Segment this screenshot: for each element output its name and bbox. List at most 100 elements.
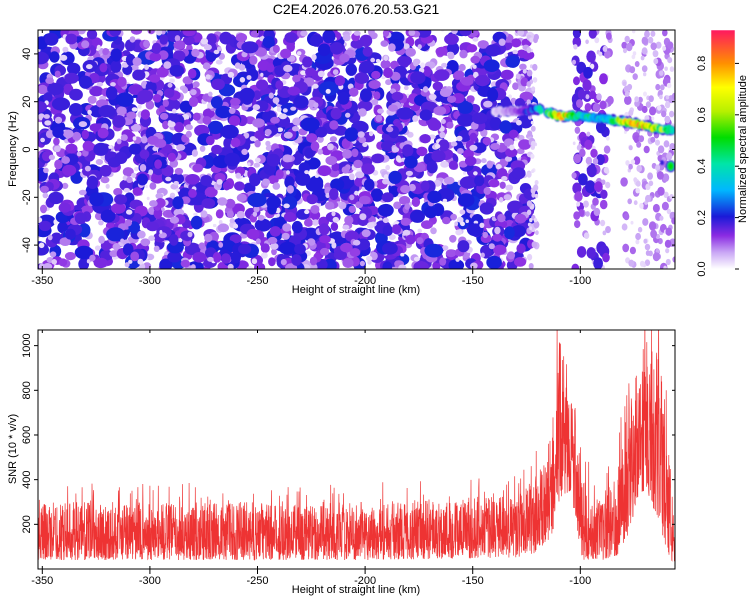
spectrogram-noise-cell (416, 237, 424, 245)
spectrogram-noise-cell (198, 242, 206, 250)
spectrogram-noise-cell (48, 191, 64, 205)
spectrogram-x-axis-title: Height of straight line (km) (292, 284, 420, 296)
spectrogram-noise-cell (667, 57, 673, 64)
spectrogram-noise-cell (622, 81, 627, 86)
spectrogram-noise-cell (514, 213, 527, 224)
x-tick-label: -100 (569, 575, 591, 587)
spectrogram-noise-cell (503, 194, 512, 201)
spectrogram-noise-cell (105, 183, 110, 189)
spectrogram-noise-cell (162, 99, 169, 107)
spectrogram-noise-cell (434, 69, 450, 81)
spectrogram-noise-cell (132, 187, 143, 196)
y-tick-label: 800 (21, 381, 33, 399)
spectrogram-noise-cell (504, 53, 508, 57)
spectrogram-noise-cell (522, 69, 527, 74)
x-tick-label: -200 (354, 275, 376, 287)
spectrogram-noise-cell (460, 76, 474, 86)
spectrogram-noise-cell (422, 86, 429, 93)
spectrogram-noise-cell (499, 120, 512, 134)
spectrogram-noise-cell (466, 223, 484, 237)
spectrogram-noise-cell (586, 164, 597, 178)
spectrogram-noise-cell (241, 148, 248, 155)
colorbar-tick-label: 0.0 (696, 261, 708, 276)
spectrogram-noise-cell (427, 119, 442, 131)
spectrogram-noise-cell (44, 120, 52, 126)
spectrogram-noise-cell (464, 156, 477, 166)
spectrogram-noise-cell (276, 115, 291, 128)
spectrogram-noise-cell (54, 145, 61, 153)
spectrogram-noise-cell (585, 180, 596, 194)
spectrogram-noise-cell (631, 54, 636, 60)
spectrogram-noise-cell (435, 46, 448, 57)
spectrogram-noise-cell (145, 184, 148, 189)
spectrogram-noise-cell (99, 62, 108, 73)
spectrogram-noise-cell (529, 226, 533, 231)
spectrogram-noise-cell (505, 184, 514, 191)
spectrogram-noise-cell (657, 105, 662, 111)
spectrogram-noise-cell (457, 193, 475, 208)
spectrogram-noise-cell (265, 140, 271, 147)
spectrogram-noise-cell (38, 101, 47, 113)
spectrogram-noise-cell (465, 219, 470, 223)
spectrogram-noise-cell (87, 95, 97, 104)
spectrogram-noise-cell (583, 66, 593, 79)
spectrogram-noise-cell (622, 243, 630, 253)
spectrogram-noise-cell (262, 36, 275, 49)
spectrogram-noise-cell (355, 171, 365, 179)
spectrogram-noise-cell (526, 47, 532, 54)
spectrogram-noise-cell (205, 135, 215, 146)
spectrogram-noise-cell (318, 81, 339, 96)
spectrogram-noise-cell (89, 86, 104, 97)
spectrogram-noise-cell (411, 197, 421, 207)
spectrogram-noise-cell (50, 232, 63, 244)
spectrogram-noise-cell (187, 231, 193, 238)
spectrogram-noise-cell (207, 256, 214, 262)
spectrogram-noise-cell (254, 157, 261, 163)
spectrogram-noise-cell (400, 185, 411, 194)
spectrogram-signal-track (490, 103, 675, 173)
spectrogram-noise-cell (576, 201, 581, 207)
spectrogram-noise-cell (131, 107, 138, 112)
spectrogram-noise-cell (122, 243, 134, 256)
spectrogram-noise-cell (249, 55, 258, 65)
spectrogram-noise-cell (574, 126, 581, 134)
spectrogram-noise-cell (275, 169, 284, 180)
spectrogram-noise-cell (621, 223, 628, 231)
spectrogram-noise-cell (218, 220, 223, 225)
spectrogram-noise-cell (583, 200, 589, 208)
spectrogram-noise-cell (593, 257, 603, 269)
colorbar-frame (710, 29, 736, 270)
spectrogram-noise-cell (300, 117, 320, 132)
spectrogram-noise-cell (589, 90, 597, 100)
spectrogram-noise-cell (635, 187, 640, 194)
spectrogram-noise-cell (317, 148, 323, 155)
spectrogram-noise-cell (632, 30, 636, 34)
spectrogram-noise-cell (382, 242, 398, 255)
spectrogram-noise-cell (649, 106, 657, 116)
spectrogram-noise-cell (635, 180, 641, 187)
spectrogram-noise-cell (344, 127, 359, 142)
spectrogram-noise-cell (359, 213, 367, 221)
spectrogram-noise-cell (329, 120, 339, 130)
spectrogram-noise-cell (304, 147, 314, 159)
spectrogram-noise-cell (533, 184, 539, 191)
spectrogram-noise-cell (152, 94, 162, 103)
spectrogram-noise-cell (530, 153, 535, 159)
spectrogram-noise-cell (381, 75, 386, 80)
spectrogram-noise-cell (332, 216, 339, 223)
spectrogram-noise-cell (517, 134, 525, 141)
spectrogram-noise-cell (40, 185, 49, 193)
spectrogram-noise-cell (267, 236, 278, 245)
spectrogram-noise-cell (458, 63, 466, 72)
spectrogram-noise-cell (345, 63, 357, 76)
spectrogram-noise-cell (358, 108, 367, 117)
spectrogram-noise-cell (663, 265, 667, 269)
spectrogram-noise-cell (643, 145, 650, 154)
spectrogram-noise-cell (657, 186, 665, 196)
spectrogram-noise-cell (203, 44, 212, 51)
spectrogram-noise-cell (488, 179, 500, 188)
spectrogram-noise-cell (105, 86, 118, 100)
spectrogram-noise-cell (459, 30, 472, 37)
spectrogram-noise-cell (86, 175, 99, 189)
